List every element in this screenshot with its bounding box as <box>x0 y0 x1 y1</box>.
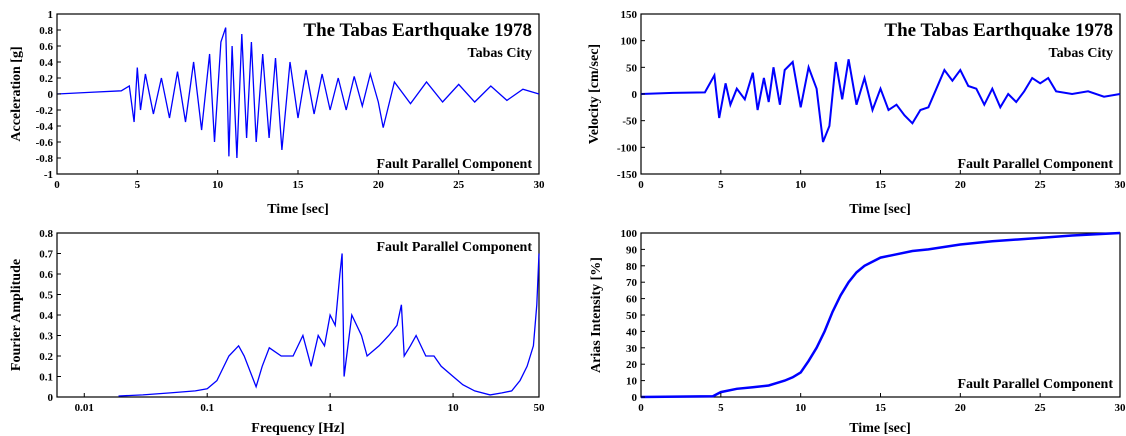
x-tick-label: 0.01 <box>75 402 94 414</box>
x-ticks: 0 5 10 15 20 25 30 <box>638 170 1126 191</box>
x-ticks: 0.01 0.1 1 10 50 <box>75 393 545 414</box>
y-ticks: 0 10 20 30 40 50 60 70 80 90 100 <box>621 228 645 404</box>
x-tick-label: 10 <box>212 179 224 191</box>
y-tick-label: 0.6 <box>39 41 53 53</box>
series-line-acceleration <box>56 27 540 159</box>
y-tick-label: -0.8 <box>36 153 54 165</box>
y-tick-label: 90 <box>626 244 638 256</box>
y-tick-label: 150 <box>621 9 638 21</box>
chart-title: The Tabas Earthquake 1978 <box>884 20 1113 41</box>
y-tick-label: 0.4 <box>39 57 53 69</box>
y-tick-label: 0 <box>632 89 638 101</box>
y-tick-label: 0.6 <box>39 269 53 281</box>
x-tick-label: 10 <box>795 179 807 191</box>
y-tick-label: 0 <box>48 89 54 101</box>
y-ticks: -150 -100 -50 0 50 100 150 <box>617 9 645 181</box>
y-tick-label: 0.2 <box>39 351 53 363</box>
x-tick-label: 0 <box>638 179 644 191</box>
x-axis-label: Time [sec] <box>849 202 911 217</box>
y-tick-label: -150 <box>617 169 638 181</box>
x-tick-label: 20 <box>955 402 967 414</box>
y-tick-label: 80 <box>626 261 638 273</box>
y-tick-label: 40 <box>626 326 638 338</box>
x-tick-label: 30 <box>534 179 546 191</box>
x-tick-label: 5 <box>135 179 141 191</box>
y-tick-label: 30 <box>626 343 638 355</box>
x-tick-label: 50 <box>534 402 546 414</box>
x-tick-label: 5 <box>718 402 724 414</box>
y-tick-label: 0.8 <box>39 25 53 37</box>
x-tick-label: 0 <box>638 402 644 414</box>
y-tick-label: -50 <box>622 116 637 128</box>
chart-title: The Tabas Earthquake 1978 <box>303 20 532 41</box>
y-axis-label: Fourier Amplitude <box>9 259 24 371</box>
y-tick-label: 60 <box>626 294 638 306</box>
y-tick-label: 100 <box>621 228 638 240</box>
component-label: Fault Parallel Component <box>957 377 1113 392</box>
x-axis-label: Time [sec] <box>849 421 911 436</box>
x-ticks: 0 5 10 15 20 25 30 <box>54 170 545 191</box>
x-tick-label: 30 <box>1115 179 1126 191</box>
component-label: Fault Parallel Component <box>376 240 532 255</box>
y-ticks: -1 -0.8 -0.6 -0.4 -0.2 0 0.2 0.4 0.6 0.8 1 <box>36 9 61 181</box>
series-line-arias <box>640 231 1121 399</box>
panel-acceleration: 0 5 10 15 20 25 30 -1 -0.8 -0.6 -0.4 -0.2 0 0.2 0.4 0.… <box>9 9 545 217</box>
y-tick-label: 0.2 <box>39 73 53 85</box>
y-tick-label: 0.5 <box>39 290 53 302</box>
y-axis-label: Velocity [cm/sec] <box>587 44 602 144</box>
x-tick-label: 20 <box>955 179 967 191</box>
x-tick-label: 10 <box>795 402 807 414</box>
y-tick-label: -0.4 <box>36 121 54 133</box>
component-label: Fault Parallel Component <box>376 157 532 172</box>
y-tick-label: -1 <box>44 169 53 181</box>
x-tick-label: 20 <box>373 179 385 191</box>
y-tick-label: 50 <box>626 62 638 74</box>
y-axis-label: Arias Intensity [%] <box>589 257 604 373</box>
y-tick-label: 50 <box>626 310 638 322</box>
station-label: Tabas City <box>1049 46 1113 61</box>
x-tick-label: 15 <box>293 179 305 191</box>
x-ticks: 0 5 10 15 20 25 30 <box>638 393 1126 414</box>
x-tick-label: 0 <box>54 179 60 191</box>
y-tick-label: -0.6 <box>36 137 54 149</box>
station-label: Tabas City <box>468 46 532 61</box>
panel-arias: 0 5 10 15 20 25 30 0 10 20 30 40 50 60 70 80 90 100 Faul… <box>589 228 1126 436</box>
x-tick-label: 25 <box>1035 179 1047 191</box>
series-line-velocity <box>640 59 1121 143</box>
x-axis-label: Frequency [Hz] <box>251 421 344 436</box>
y-axis-label: Acceleration [g] <box>9 46 24 141</box>
component-label: Fault Parallel Component <box>957 157 1113 172</box>
x-tick-label: 15 <box>875 402 887 414</box>
y-tick-label: 0.1 <box>39 372 53 384</box>
x-axis-label: Time [sec] <box>267 202 329 217</box>
panel-velocity: 0 5 10 15 20 25 30 -150 -100 -50 0 50 100 150 The Ta… <box>587 9 1126 217</box>
x-tick-label: 25 <box>453 179 465 191</box>
plot-frame <box>56 232 540 398</box>
x-tick-label: 1 <box>327 402 333 414</box>
y-tick-label: 100 <box>621 36 638 48</box>
y-tick-label: 70 <box>626 277 638 289</box>
x-tick-label: 10 <box>448 402 460 414</box>
x-tick-label: 25 <box>1035 402 1047 414</box>
x-tick-label: 30 <box>1115 402 1126 414</box>
y-tick-label: 0 <box>48 392 54 404</box>
y-tick-label: 1 <box>48 9 54 21</box>
y-tick-label: 10 <box>626 376 638 388</box>
y-tick-label: 0.7 <box>39 249 53 261</box>
y-tick-label: -100 <box>617 142 638 154</box>
x-tick-label: 5 <box>718 179 724 191</box>
y-ticks: 0 0.1 0.2 0.3 0.4 0.5 0.6 0.7 0.8 <box>39 228 61 404</box>
y-tick-label: 0.8 <box>39 228 53 240</box>
x-tick-label: 15 <box>875 179 887 191</box>
y-tick-label: -0.2 <box>36 105 54 117</box>
x-tick-label: 0.1 <box>200 402 214 414</box>
y-tick-label: 0 <box>632 392 638 404</box>
y-tick-label: 0.3 <box>39 331 53 343</box>
series-line-fourier <box>118 253 540 397</box>
y-tick-label: 20 <box>626 359 638 371</box>
y-tick-label: 0.4 <box>39 310 53 322</box>
panel-fourier: 0.01 0.1 1 10 50 0 0.1 0.2 0.3 0.4 0.5 0.6 0.7 0.8 F… <box>9 228 545 436</box>
